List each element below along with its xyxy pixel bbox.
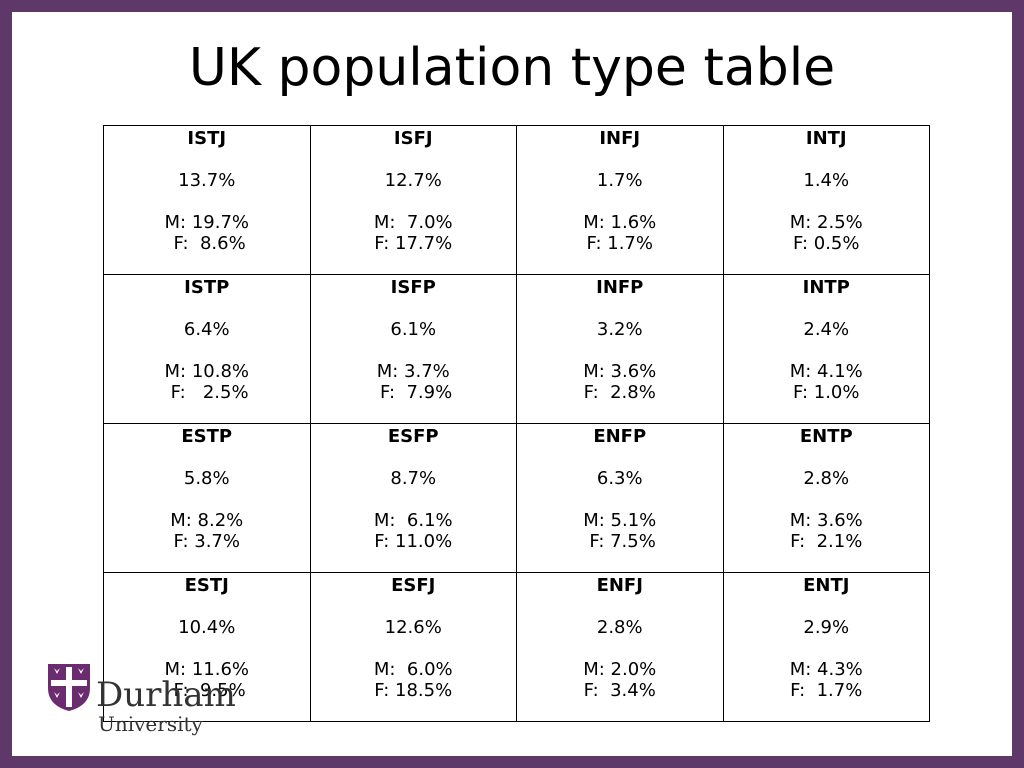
- type-cell-infj: INFJ 1.7% M: 1.6% F: 1.7%: [516, 125, 724, 275]
- type-total-percentage: 6.4%: [183, 319, 230, 340]
- female-percentage: F: 3.7%: [173, 531, 240, 552]
- type-total-percentage: 1.4%: [803, 170, 850, 191]
- type-total-percentage: 10.4%: [178, 617, 236, 638]
- female-percentage: F: 2.1%: [790, 531, 863, 552]
- type-cell-istj: ISTJ 13.7% M: 19.7% F: 8.6%: [103, 125, 311, 275]
- table-row: ESTJ 10.4% M: 11.6% F: 9.5% ESFJ 12.6% M: 6.0…: [103, 572, 930, 722]
- male-percentage: M: 3.6%: [789, 510, 863, 531]
- type-total-percentage: 2.9%: [803, 617, 850, 638]
- female-percentage: F: 1.0%: [793, 382, 860, 403]
- type-name: ISTP: [184, 277, 230, 298]
- female-percentage: F: 11.0%: [374, 531, 453, 552]
- type-cell-istp: ISTP 6.4% M: 10.8% F: 2.5%: [103, 274, 311, 424]
- logo-subtitle: University: [98, 712, 203, 736]
- male-percentage: M: 10.8%: [164, 361, 250, 382]
- type-total-percentage: 2.8%: [803, 468, 850, 489]
- type-total-percentage: 12.7%: [384, 170, 442, 191]
- type-cell-isfj: ISFJ 12.7% M: 7.0% F: 17.7%: [309, 125, 517, 275]
- type-total-percentage: 6.3%: [596, 468, 643, 489]
- type-name: INTP: [802, 277, 850, 298]
- type-name: ENTP: [799, 426, 853, 447]
- type-total-percentage: 2.4%: [803, 319, 850, 340]
- type-name: ESFP: [387, 426, 439, 447]
- male-percentage: M: 4.3%: [789, 659, 863, 680]
- male-percentage: M: 19.7%: [164, 212, 250, 233]
- type-cell-entp: ENTP 2.8% M: 3.6% F: 2.1%: [722, 423, 930, 573]
- type-name: ENFJ: [596, 575, 643, 596]
- type-total-percentage: 1.7%: [596, 170, 643, 191]
- male-percentage: M: 2.5%: [789, 212, 863, 233]
- type-name: ESTJ: [184, 575, 229, 596]
- type-cell-enfp: ENFP 6.3% M: 5.1% F: 7.5%: [516, 423, 724, 573]
- type-cell-estj: ESTJ 10.4% M: 11.6% F: 9.5%: [103, 572, 311, 722]
- type-name: INTJ: [805, 128, 847, 149]
- female-percentage: F: 1.7%: [586, 233, 653, 254]
- logo-name: Durham: [96, 675, 236, 715]
- type-cell-esfp: ESFP 8.7% M: 6.1% F: 11.0%: [309, 423, 517, 573]
- type-total-percentage: 2.8%: [596, 617, 643, 638]
- durham-crest-icon: [48, 664, 90, 711]
- female-percentage: F: 18.5%: [374, 680, 453, 701]
- female-percentage: F: 3.4%: [583, 680, 656, 701]
- population-type-table: ISTJ 13.7% M: 19.7% F: 8.6% ISFJ 12.7% M: 7.0…: [103, 125, 930, 722]
- male-percentage: M: 5.1%: [583, 510, 657, 531]
- slide: UK population type table ISTJ 13.7% M: 19.…: [12, 12, 1012, 756]
- male-percentage: M: 1.6%: [583, 212, 657, 233]
- type-cell-intp: INTP 2.4% M: 4.1% F: 1.0%: [722, 274, 930, 424]
- slide-title: UK population type table: [188, 38, 836, 98]
- female-percentage: F: 7.5%: [583, 531, 656, 552]
- type-name: ESTP: [181, 426, 233, 447]
- table-row: ISTP 6.4% M: 10.8% F: 2.5% ISFP 6.1% M: 3.7% …: [103, 274, 930, 424]
- type-name: ENTJ: [803, 575, 850, 596]
- type-name: INFJ: [599, 128, 641, 149]
- type-name: ISFP: [390, 277, 436, 298]
- type-total-percentage: 8.7%: [390, 468, 437, 489]
- female-percentage: F: 7.9%: [374, 382, 453, 403]
- type-name: ESFJ: [391, 575, 436, 596]
- type-cell-estp: ESTP 5.8% M: 8.2% F: 3.7%: [103, 423, 311, 573]
- type-total-percentage: 12.6%: [384, 617, 442, 638]
- type-total-percentage: 6.1%: [390, 319, 437, 340]
- male-percentage: M: 8.2%: [170, 510, 244, 531]
- table-row: ESTP 5.8% M: 8.2% F: 3.7% ESFP 8.7% M: 6.1% F: …: [103, 423, 930, 573]
- type-name: ISTJ: [187, 128, 227, 149]
- female-percentage: F: 1.7%: [790, 680, 863, 701]
- type-cell-esfj: ESFJ 12.6% M: 6.0% F: 18.5%: [309, 572, 517, 722]
- female-percentage: F: 8.6%: [167, 233, 246, 254]
- male-percentage: M: 6.0%: [373, 659, 453, 680]
- female-percentage: F: 2.5%: [164, 382, 249, 403]
- male-percentage: M: 4.1%: [789, 361, 863, 382]
- type-total-percentage: 3.2%: [596, 319, 643, 340]
- male-percentage: M: 7.0%: [373, 212, 453, 233]
- type-total-percentage: 5.8%: [183, 468, 230, 489]
- female-percentage: F: 17.7%: [374, 233, 453, 254]
- type-name: INFP: [596, 277, 644, 298]
- type-total-percentage: 13.7%: [178, 170, 236, 191]
- type-name: ISFJ: [393, 128, 433, 149]
- durham-university-logo: Durham University: [42, 660, 242, 746]
- female-percentage: F: 0.5%: [793, 233, 860, 254]
- male-percentage: M: 3.7%: [376, 361, 450, 382]
- type-cell-intj: INTJ 1.4% M: 2.5% F: 0.5%: [722, 125, 930, 275]
- female-percentage: F: 2.8%: [583, 382, 656, 403]
- table-row: ISTJ 13.7% M: 19.7% F: 8.6% ISFJ 12.7% M: 7.0…: [103, 125, 930, 275]
- type-name: ENFP: [593, 426, 647, 447]
- male-percentage: M: 2.0%: [583, 659, 657, 680]
- female-percentage: F: 9.5%: [167, 680, 246, 701]
- type-cell-isfp: ISFP 6.1% M: 3.7% F: 7.9%: [309, 274, 517, 424]
- type-cell-infp: INFP 3.2% M: 3.6% F: 2.8%: [516, 274, 724, 424]
- type-cell-entj: ENTJ 2.9% M: 4.3% F: 1.7%: [722, 572, 930, 722]
- male-percentage: M: 11.6%: [164, 659, 250, 680]
- male-percentage: M: 3.6%: [583, 361, 657, 382]
- type-cell-enfj: ENFJ 2.8% M: 2.0% F: 3.4%: [516, 572, 724, 722]
- male-percentage: M: 6.1%: [373, 510, 453, 531]
